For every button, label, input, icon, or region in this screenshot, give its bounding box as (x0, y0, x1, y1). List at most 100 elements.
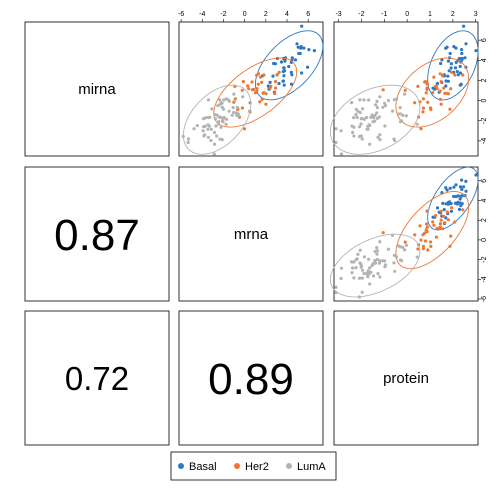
point-luma-mrna-protein-36 (375, 252, 379, 256)
point-basal-mrna-protein-5 (464, 189, 468, 193)
point-her2-mirna-protein-37 (443, 91, 447, 95)
point-luma-mirna-mrna-42 (220, 119, 224, 123)
panel-mrna-protein (333, 166, 479, 302)
point-luma-mirna-protein-65 (352, 134, 356, 138)
point-her2-mirna-protein-13 (419, 127, 423, 131)
point-basal-mirna-mrna-12 (287, 64, 291, 69)
point-basal-mirna-protein-18 (458, 71, 463, 75)
point-basal-mirna-protein-41 (433, 87, 437, 91)
point-luma-mrna-protein-23 (401, 245, 405, 249)
tick-label-mrna: 6 (306, 11, 310, 18)
point-basal-mirna-protein-43 (460, 56, 464, 61)
ellipse-luma-mirna-mrna (182, 84, 252, 155)
point-basal-mrna-protein-21 (452, 185, 456, 189)
point-luma-mirna-mrna-17 (213, 117, 217, 121)
point-luma-mrna-protein-6 (372, 274, 376, 278)
point-her2-mirna-mrna-29 (273, 91, 277, 96)
point-luma-mirna-mrna-41 (212, 152, 216, 156)
point-her2-mirna-mrna-23 (273, 80, 278, 84)
point-her2-mrna-protein-5 (450, 206, 454, 210)
point-her2-mrna-protein-30 (423, 231, 427, 235)
point-luma-mirna-mrna-7 (230, 113, 234, 117)
point-basal-mirna-protein-39 (448, 51, 452, 56)
point-luma-mrna-protein-58 (334, 285, 338, 289)
point-basal-mirna-protein-32 (435, 81, 440, 86)
point-her2-mrna-protein-2 (418, 224, 422, 228)
point-basal-mrna-protein-10 (454, 183, 458, 187)
point-luma-mrna-protein-19 (378, 275, 382, 279)
point-luma-mirna-protein-66 (359, 122, 363, 126)
point-luma-mirna-protein-32 (400, 119, 404, 123)
point-luma-mrna-protein-69 (390, 233, 395, 237)
point-luma-mirna-protein-54 (398, 112, 402, 116)
point-her2-mirna-protein-15 (442, 86, 446, 90)
point-luma-mrna-protein-62 (415, 255, 419, 259)
point-luma-mirna-protein-10 (368, 142, 372, 146)
point-basal-mirna-protein-34 (444, 79, 448, 83)
point-luma-mrna-protein-20 (366, 269, 370, 273)
point-basal-mrna-protein-3 (445, 188, 449, 192)
point-basal-mirna-mrna-2 (279, 60, 284, 64)
point-basal-mirna-protein-40 (454, 60, 458, 64)
point-luma-mirna-mrna-45 (219, 116, 223, 120)
point-luma-mirna-protein-59 (393, 138, 397, 143)
point-her2-mrna-protein-19 (381, 231, 385, 235)
point-her2-mirna-protein-28 (421, 110, 425, 114)
point-luma-mirna-mrna-29 (225, 117, 229, 121)
point-her2-mirna-protein-22 (429, 107, 433, 112)
point-basal-mirna-protein-42 (446, 74, 450, 78)
point-her2-mrna-protein-16 (425, 225, 429, 229)
point-luma-mirna-protein-47 (365, 127, 369, 131)
correlation-mrna-mirna: 0.87 (54, 211, 140, 260)
point-luma-mirna-protein-41 (339, 152, 344, 156)
tick-label-mrna: -2 (481, 256, 488, 262)
point-her2-mrna-protein-33 (438, 227, 442, 231)
panel-mirna-mrna (178, 21, 324, 157)
tick-label-mrna: -2 (220, 11, 226, 18)
point-basal-mirna-mrna-4 (282, 83, 286, 87)
point-luma-mrna-protein-34 (334, 291, 338, 295)
point-basal-mrna-protein-20 (460, 178, 464, 182)
point-her2-mrna-protein-22 (429, 244, 433, 248)
point-luma-mirna-mrna-5 (222, 116, 226, 120)
point-luma-mirna-mrna-60 (195, 124, 199, 128)
point-luma-mrna-protein-46 (404, 243, 408, 247)
point-her2-mirna-protein-14 (439, 102, 443, 106)
point-her2-mirna-protein-23 (439, 80, 443, 84)
tick-label-mrna: 2 (481, 218, 488, 222)
point-luma-mirna-protein-23 (401, 113, 405, 117)
point-luma-mrna-protein-63 (383, 263, 388, 267)
point-luma-mrna-protein-32 (400, 259, 404, 263)
point-her2-mrna-protein-11 (421, 247, 425, 251)
point-luma-mirna-protein-4 (355, 115, 359, 120)
point-her2-mrna-protein-21 (435, 226, 439, 230)
point-luma-mrna-protein-21 (367, 257, 371, 261)
point-luma-mirna-protein-57 (350, 101, 354, 105)
point-luma-mirna-mrna-59 (209, 138, 213, 143)
point-luma-mrna-protein-67 (374, 261, 378, 265)
point-her2-mirna-mrna-26 (264, 92, 268, 96)
tick-label-mirna: 2 (481, 78, 488, 82)
point-basal-mrna-protein-17 (447, 201, 451, 205)
point-luma-mrna-protein-11 (351, 266, 355, 270)
point-luma-mirna-protein-56 (395, 97, 399, 101)
ellipse-basal-mrna-protein (427, 166, 479, 231)
tick-label-mirna: 0 (481, 99, 488, 103)
point-basal-mirna-protein-20 (460, 48, 464, 52)
point-luma-mrna-protein-56 (395, 255, 399, 259)
tick-label-protein: -3 (335, 11, 341, 18)
point-luma-mrna-protein-1 (358, 248, 362, 252)
panel-mirna-protein (333, 21, 479, 157)
point-luma-mirna-mrna-21 (222, 98, 226, 102)
point-basal-mirna-protein-16 (446, 59, 450, 63)
point-luma-mirna-protein-3 (357, 125, 362, 129)
panel-protein-mrna (178, 310, 324, 446)
ellipse-her2-mirna-protein (395, 57, 470, 128)
point-luma-mrna-protein-60 (368, 282, 372, 286)
point-luma-mirna-mrna-51 (201, 129, 205, 133)
legend-box (170, 451, 337, 481)
point-luma-mrna-protein-3 (357, 276, 362, 280)
point-basal-mirna-mrna-26 (290, 73, 294, 77)
point-her2-mirna-mrna-20 (246, 84, 250, 88)
point-luma-mirna-mrna-58 (192, 127, 196, 131)
